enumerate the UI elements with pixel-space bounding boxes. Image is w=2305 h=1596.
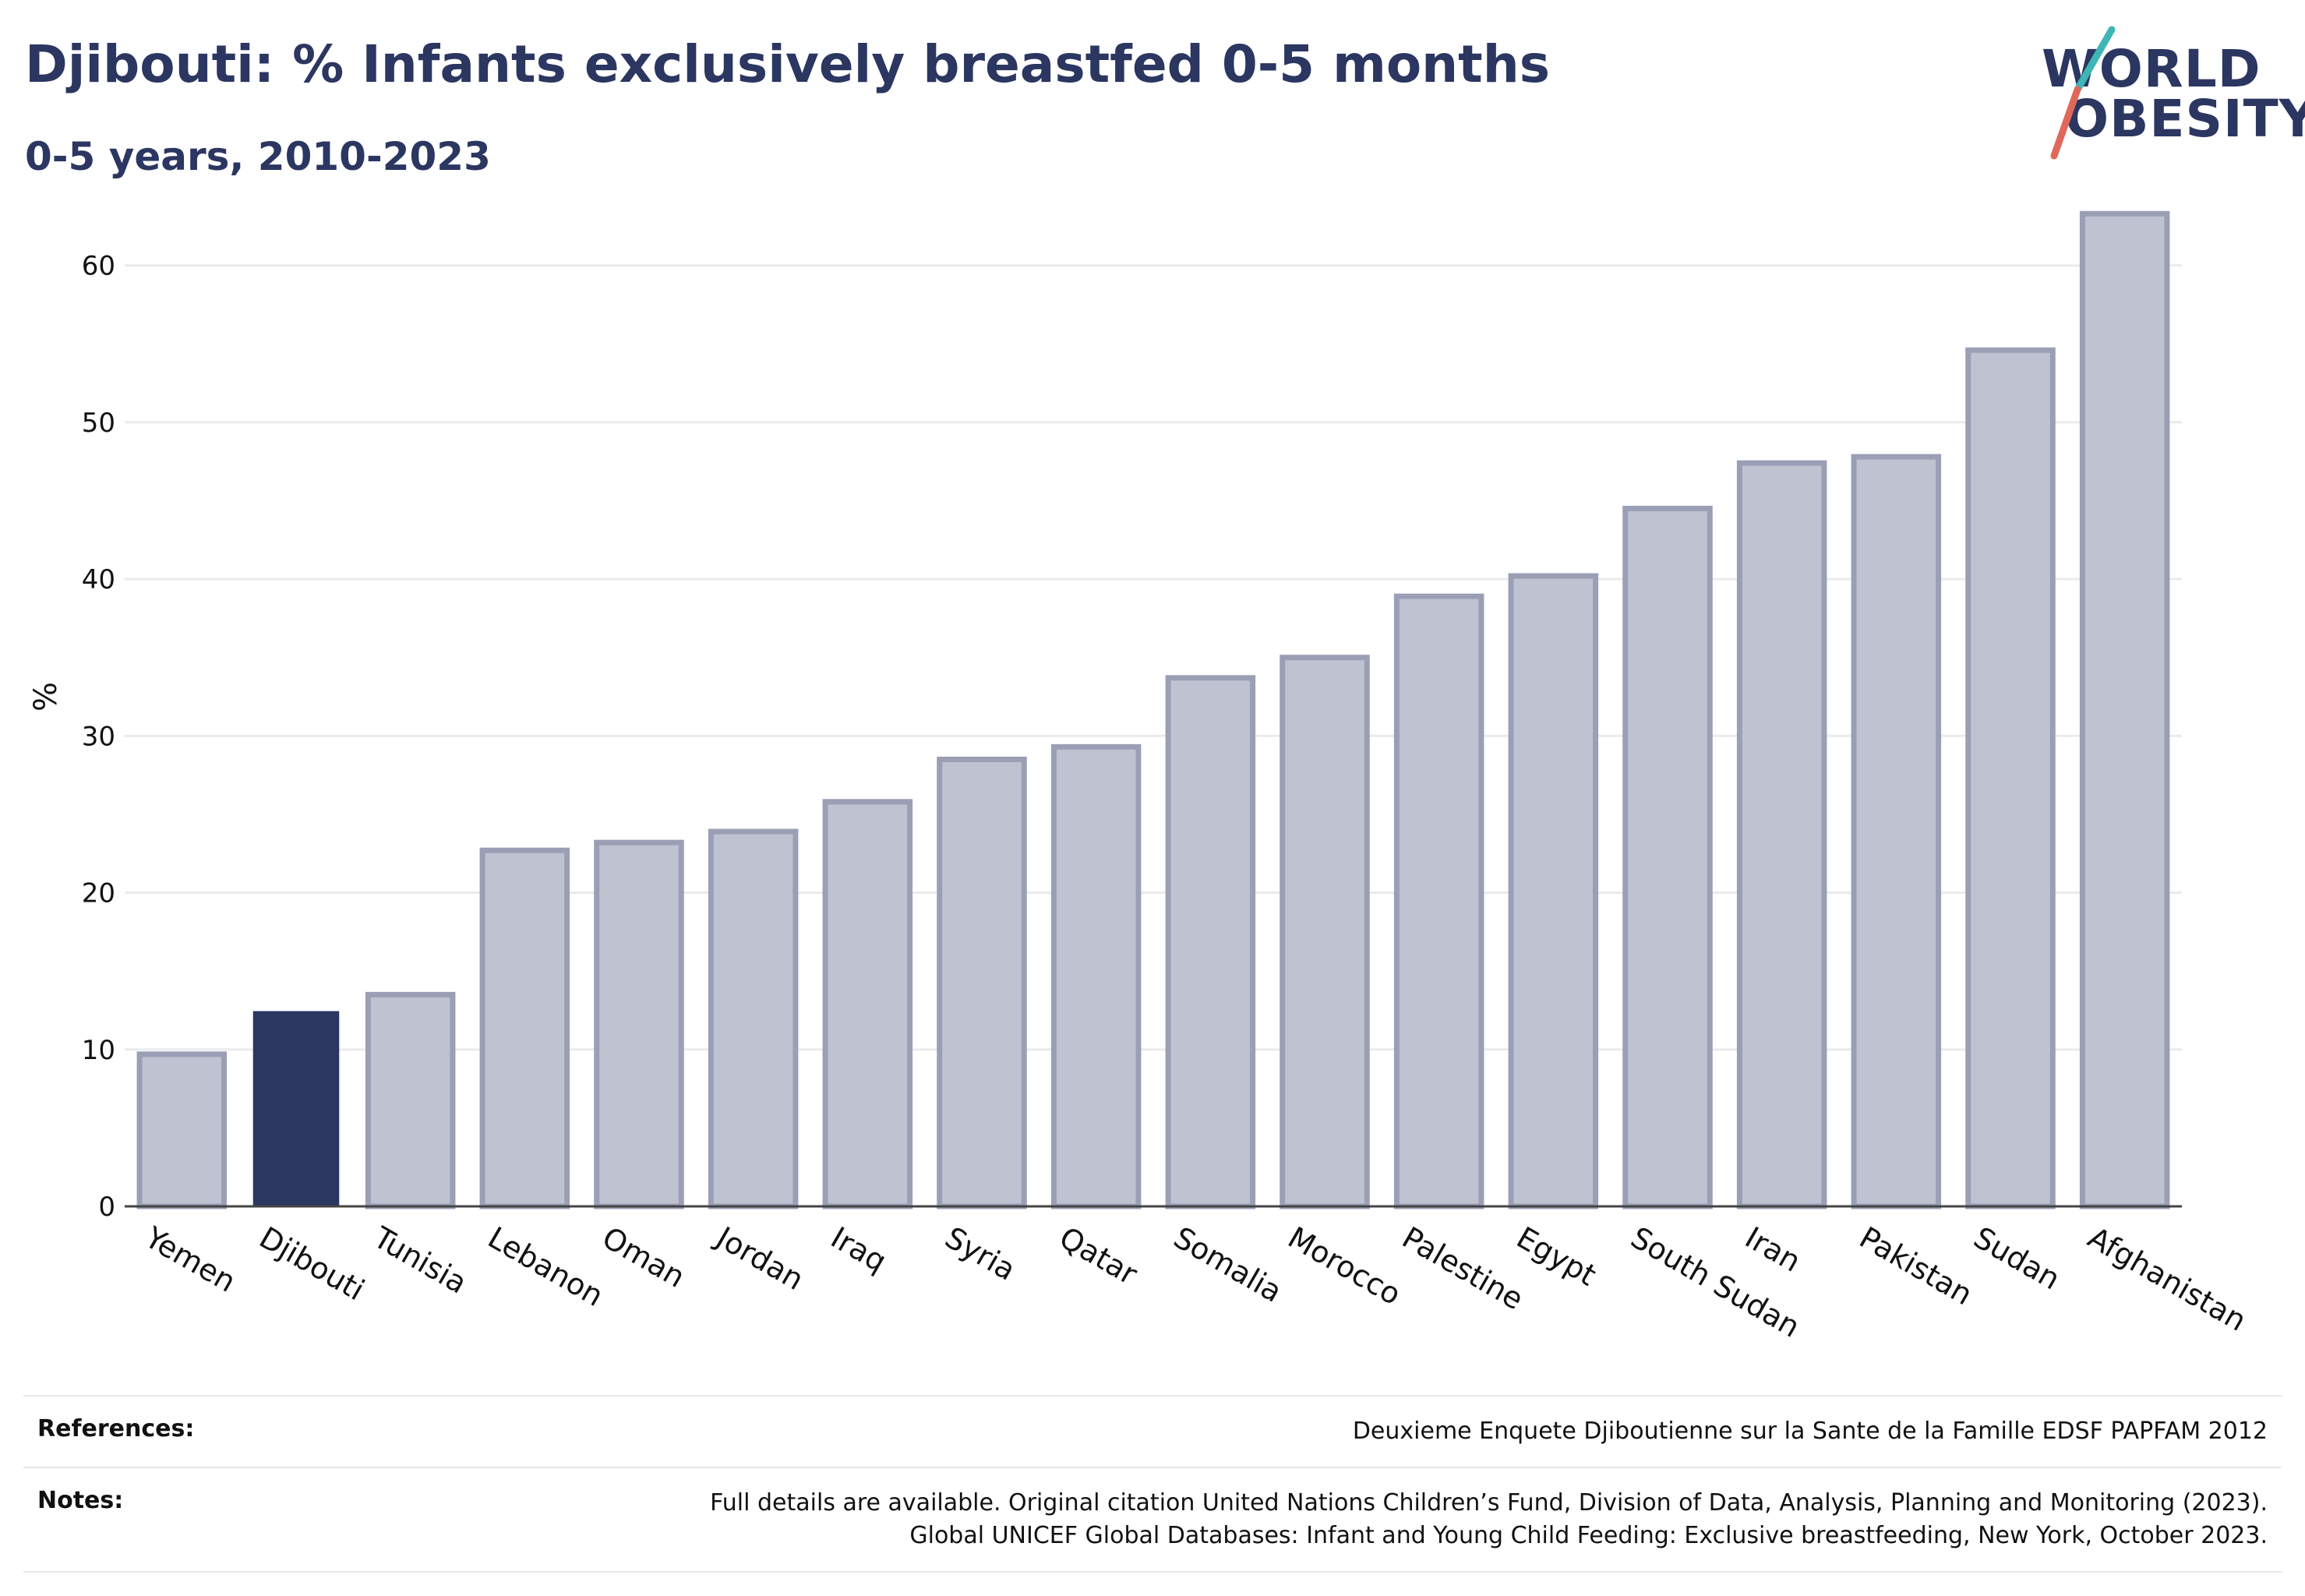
x-tick-label: Iraq — [825, 1220, 892, 1279]
x-tick-label: Somalia — [1168, 1220, 1288, 1309]
y-axis-label: % — [28, 682, 64, 711]
page-title: Djibouti: % Infants exclusively breastfe… — [25, 34, 1550, 94]
y-tick-label: 10 — [82, 1035, 115, 1066]
x-tick-label: Yemen — [139, 1220, 242, 1299]
bars — [136, 210, 2170, 1209]
notes-line1: Full details are available. Original cit… — [710, 1489, 2268, 1517]
references-label: References: — [37, 1415, 195, 1442]
references-row: References: Deuxieme Enquete Djiboutienn… — [23, 1395, 2282, 1467]
y-tick-label: 40 — [82, 564, 115, 595]
bar-somalia — [1165, 675, 1256, 1209]
y-tick-label: 60 — [82, 251, 115, 282]
references-text: Deuxieme Enquete Djiboutienne sur la San… — [1352, 1418, 2268, 1445]
x-tick-label: Palestine — [1396, 1220, 1529, 1317]
notes-line2: Global UNICEF Global Databases: Infant a… — [909, 1522, 2268, 1549]
y-tick-label: 50 — [82, 408, 115, 439]
bar-egypt — [1508, 573, 1599, 1209]
x-tick-label: Tunisia — [367, 1220, 472, 1301]
bar-tunisia — [365, 991, 456, 1209]
bar-djibouti — [252, 1011, 340, 1208]
notes-label: Notes: — [37, 1487, 124, 1514]
bar-afghanistan — [2079, 210, 2170, 1209]
bar-lebanon — [479, 847, 570, 1209]
bar-morocco — [1280, 655, 1370, 1209]
x-tick-label: Djibouti — [254, 1220, 371, 1308]
x-tick-label: Egypt — [1511, 1220, 1602, 1293]
x-tick-label: Jordan — [709, 1220, 809, 1298]
x-tick-label: Sudan — [1968, 1220, 2067, 1297]
logo-line2: OBESITY — [2065, 89, 2305, 149]
bar-south-sudan — [1622, 506, 1713, 1209]
bar-qatar — [1050, 743, 1142, 1209]
logo-slash-icon — [2050, 26, 2116, 160]
notes-text: Full details are available. Original cit… — [710, 1487, 2268, 1552]
bar-pakistan — [1851, 454, 1942, 1209]
x-tick-label: Qatar — [1054, 1220, 1143, 1292]
bar-iran — [1736, 460, 1827, 1209]
gridlines — [125, 264, 2182, 1051]
bar-yemen — [136, 1051, 228, 1209]
y-tick-label: 20 — [82, 878, 115, 909]
bar-iraq — [822, 799, 913, 1209]
x-tick-label: Syria — [940, 1220, 1022, 1287]
x-tick-label: Oman — [597, 1220, 691, 1294]
x-tick-label: Pakistan — [1854, 1220, 1978, 1312]
y-tick-label: 30 — [82, 721, 115, 752]
x-tick-label: Morocco — [1283, 1220, 1407, 1312]
x-tick-label: Iran — [1739, 1220, 1806, 1279]
bar-sudan — [1965, 347, 2056, 1209]
x-tick-label: Afghanistan — [2082, 1220, 2252, 1338]
bar-syria — [937, 756, 1027, 1209]
bar-palestine — [1393, 593, 1484, 1209]
world-obesity-logo: WORLD OBESITY — [2026, 23, 2305, 171]
x-tick-label: Lebanon — [482, 1220, 609, 1313]
references-panel: References: Deuxieme Enquete Djiboutienn… — [23, 1395, 2282, 1573]
bar-jordan — [708, 828, 799, 1209]
page-subtitle: 0-5 years, 2010-2023 — [25, 134, 491, 179]
notes-row: Notes: Full details are available. Origi… — [23, 1467, 2282, 1573]
y-axis-ticks: 0 10 20 30 40 50 60 — [82, 251, 115, 1223]
bar-oman — [594, 839, 684, 1209]
y-tick-label: 0 — [98, 1192, 115, 1223]
